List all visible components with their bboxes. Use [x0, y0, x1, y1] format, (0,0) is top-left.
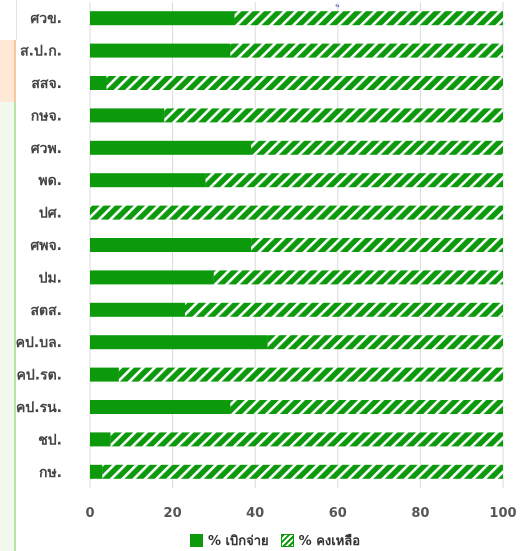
- category-label: กษ.: [39, 465, 62, 481]
- bar-remaining[interactable]: [184, 302, 504, 317]
- category-label: ปศ.: [39, 206, 62, 222]
- category-label: ชป.: [38, 432, 62, 448]
- legend-item-remaining[interactable]: % คงเหลือ: [280, 530, 361, 551]
- legend-label-spent: % เบิกจ่าย: [208, 534, 269, 549]
- category-label: คป.รน.: [16, 400, 62, 416]
- legend: % เบิกจ่าย % คงเหลือ: [190, 530, 372, 551]
- bar-spent[interactable]: [90, 432, 111, 447]
- sidebar-top-segment: [0, 0, 17, 40]
- bar-spent[interactable]: [90, 108, 165, 123]
- bar-remaining[interactable]: [230, 400, 504, 414]
- bar-spent[interactable]: [90, 43, 231, 58]
- bar-remaining[interactable]: [110, 432, 504, 447]
- bar-spent[interactable]: [90, 367, 119, 382]
- bar-remaining[interactable]: [205, 173, 503, 188]
- x-tick-label: 80: [411, 506, 429, 521]
- bar-remaining[interactable]: [251, 140, 503, 155]
- category-labels: ศวข. ส.ป.ก. สสจ. กษจ. ศวพ. พด. ปศ. ศพจ. ปม. สตส. ค…: [16, 11, 62, 481]
- x-tick-label: 0: [85, 506, 94, 521]
- bar-spent[interactable]: [90, 140, 252, 155]
- bar-series: [90, 11, 504, 479]
- bar-remaining[interactable]: [90, 205, 503, 220]
- bar-spent[interactable]: [90, 270, 214, 285]
- x-tick-label: 100: [489, 506, 516, 521]
- bar-remaining[interactable]: [106, 76, 504, 90]
- bar-spent[interactable]: [90, 400, 231, 414]
- category-label: คป.รต.: [17, 368, 63, 384]
- legend-label-remaining: % คงเหลือ: [298, 534, 361, 549]
- bar-remaining[interactable]: [102, 464, 503, 479]
- category-label: คป.บล.: [16, 335, 62, 351]
- legend-swatch-spent: [190, 534, 203, 547]
- bar-spent[interactable]: [90, 464, 103, 479]
- category-label: ส.ป.ก.: [20, 44, 62, 60]
- bar-remaining[interactable]: [230, 43, 504, 58]
- category-label: ศวข.: [30, 11, 62, 27]
- legend-swatch-remaining: [280, 534, 294, 547]
- category-label: ปม.: [39, 270, 62, 286]
- legend-item-spent[interactable]: % เบิกจ่าย: [190, 530, 269, 551]
- x-axis-tick-labels: 0 20 40 60 80 100: [85, 506, 516, 521]
- bar-spent[interactable]: [90, 302, 185, 317]
- category-label: ศพจ.: [30, 238, 62, 254]
- bar-remaining[interactable]: [267, 335, 503, 350]
- category-label: กษจ.: [31, 108, 62, 124]
- bar-remaining[interactable]: [164, 108, 503, 123]
- category-label: สตส.: [31, 303, 63, 319]
- category-label: พด.: [38, 173, 62, 189]
- bar-remaining[interactable]: [234, 11, 504, 26]
- left-sidebar-strip: [0, 0, 17, 551]
- bar-remaining[interactable]: [213, 270, 503, 285]
- x-tick-label: 40: [246, 506, 264, 521]
- bar-remaining[interactable]: [118, 367, 503, 382]
- bar-spent[interactable]: [90, 173, 206, 188]
- bar-spent[interactable]: [90, 335, 268, 350]
- bar-spent[interactable]: [90, 76, 107, 90]
- bar-spent[interactable]: [90, 11, 235, 26]
- bar-spent[interactable]: [90, 238, 252, 252]
- sidebar-highlight-segment: [0, 40, 16, 102]
- x-tick-label: 60: [329, 506, 347, 521]
- category-label: สสจ.: [31, 76, 62, 92]
- sidebar-green-segment: [0, 102, 16, 551]
- category-label: ศวพ.: [31, 141, 62, 157]
- bar-remaining[interactable]: [251, 238, 503, 252]
- x-tick-label: 20: [164, 506, 182, 521]
